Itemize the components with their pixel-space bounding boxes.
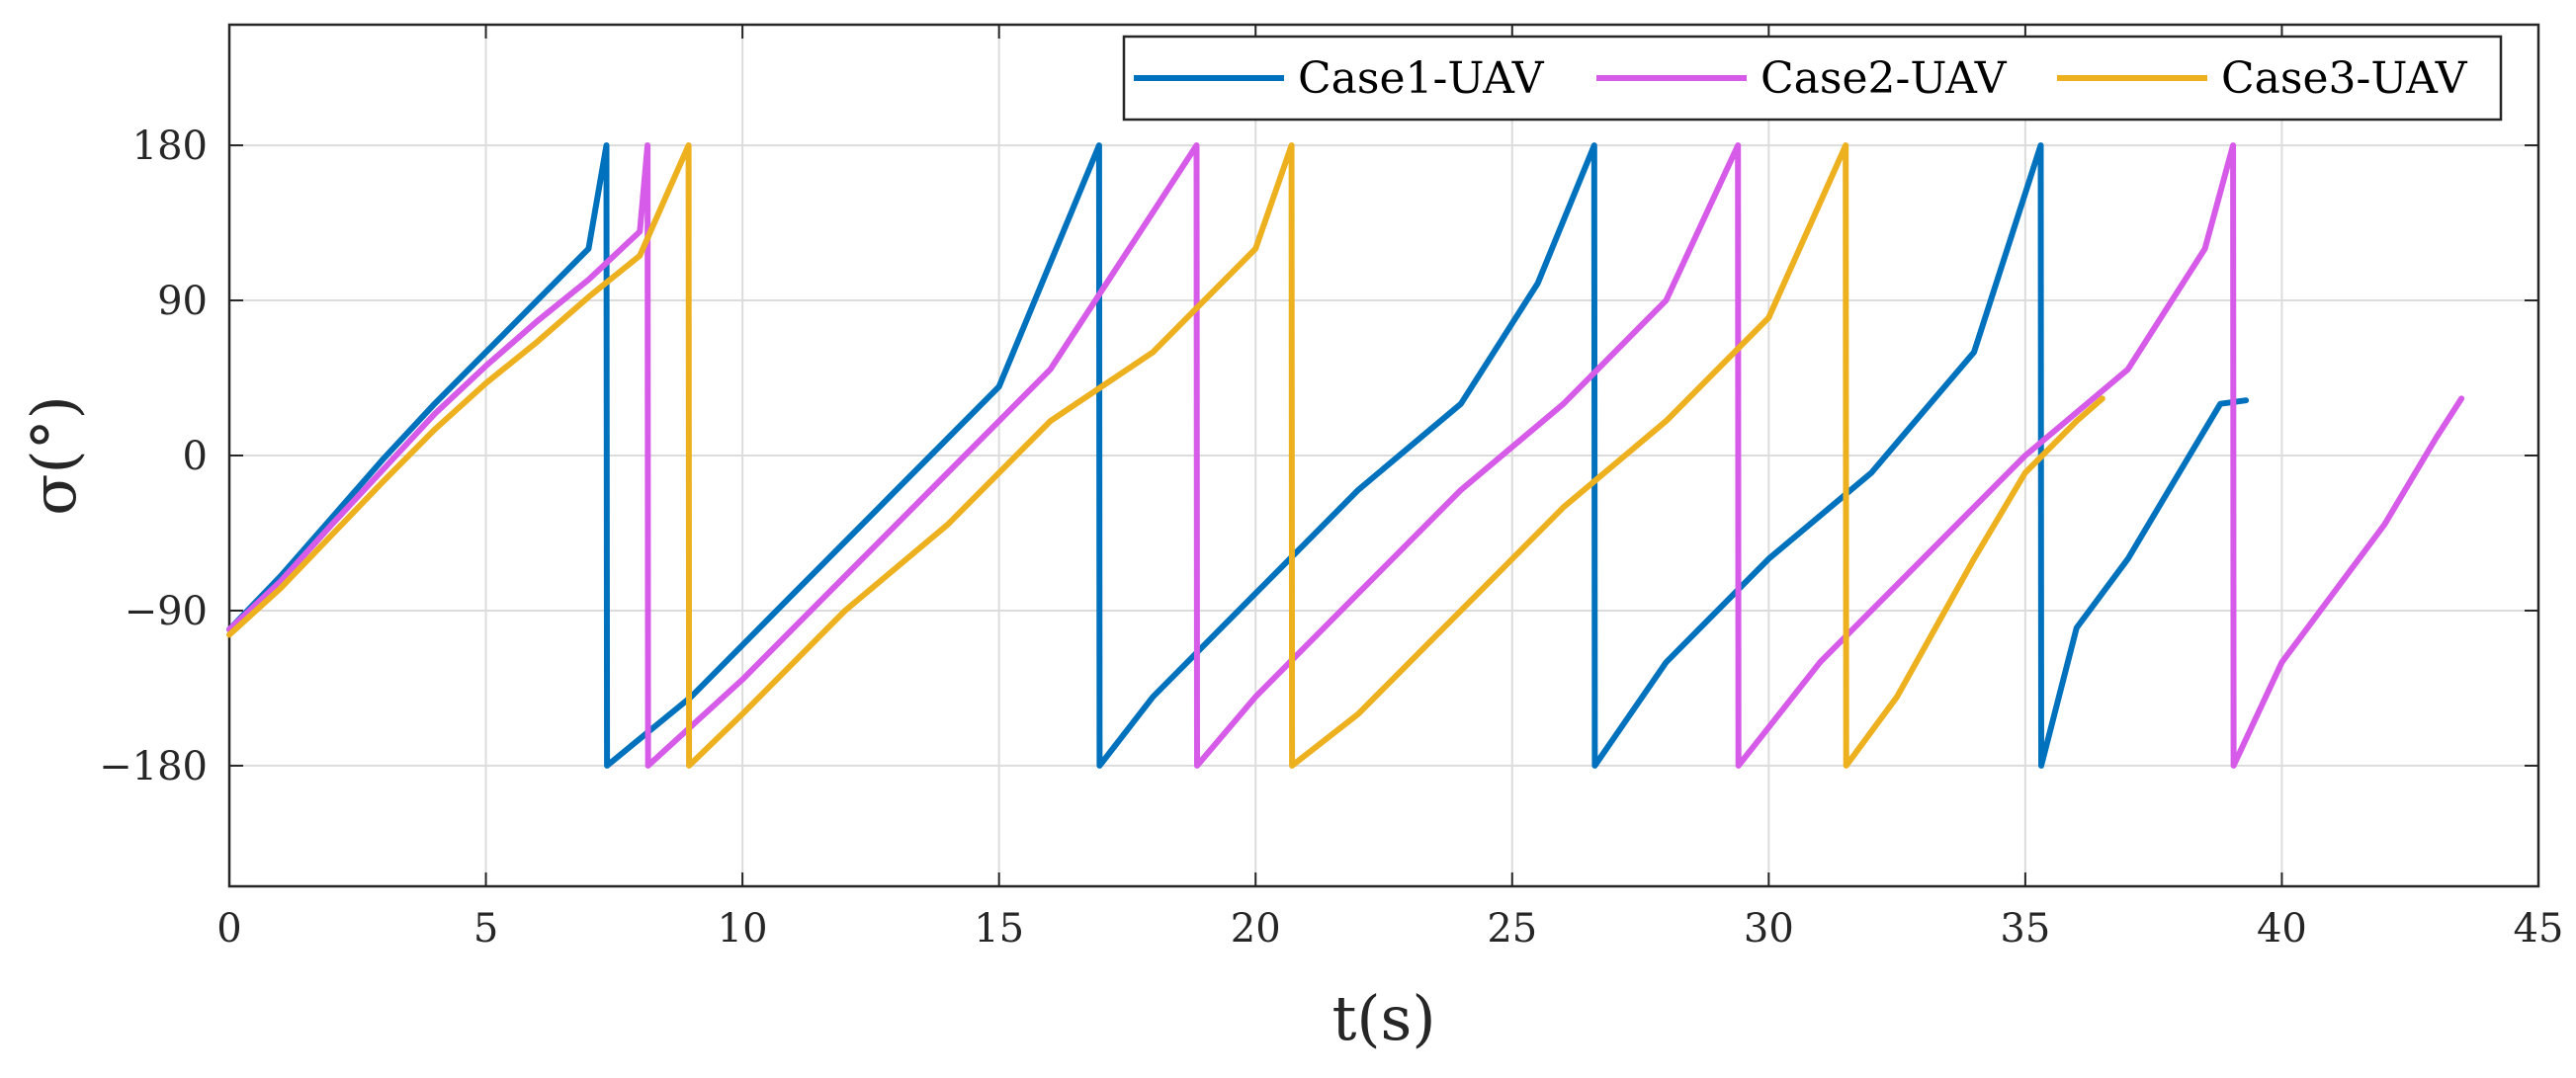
series-line-case2-uav — [226, 142, 2465, 769]
y-tick-label: 90 — [157, 279, 208, 324]
x-tick-label: 35 — [2000, 906, 2050, 952]
x-axis-title: t(s) — [1331, 982, 1435, 1054]
series-line-case3-uav — [226, 142, 2105, 769]
legend-label-case1-uav: Case1-UAV — [1298, 53, 1545, 104]
x-tick-label: 20 — [1231, 906, 1281, 952]
y-tick-label: −180 — [99, 744, 208, 789]
x-tick-label: 10 — [718, 906, 768, 952]
x-tick-label: 25 — [1487, 906, 1537, 952]
legend-label-case2-uav: Case2-UAV — [1760, 53, 2008, 104]
legend: Case1-UAV Case2-UAV Case3-UAV — [1122, 35, 2503, 122]
x-tick-label: 40 — [2257, 906, 2307, 952]
x-tick-label: 45 — [2514, 906, 2564, 952]
y-tick-label: 180 — [132, 124, 208, 169]
x-tick-label: 30 — [1744, 906, 1794, 952]
y-tick-label: −90 — [125, 589, 208, 634]
series-layer — [226, 142, 2465, 769]
legend-label-case3-uav: Case3-UAV — [2221, 53, 2468, 104]
x-tick-label: 15 — [974, 906, 1024, 952]
axis-ticks: 0 5 10 15 20 25 30 35 40 45 −180 −90 0 90 180 — [99, 25, 2563, 952]
y-axis-title: σ(°) — [18, 395, 90, 516]
x-tick-label: 0 — [216, 906, 241, 952]
y-tick-label: 0 — [183, 434, 208, 479]
x-tick-label: 5 — [473, 906, 498, 952]
legend-box — [1122, 35, 2503, 122]
